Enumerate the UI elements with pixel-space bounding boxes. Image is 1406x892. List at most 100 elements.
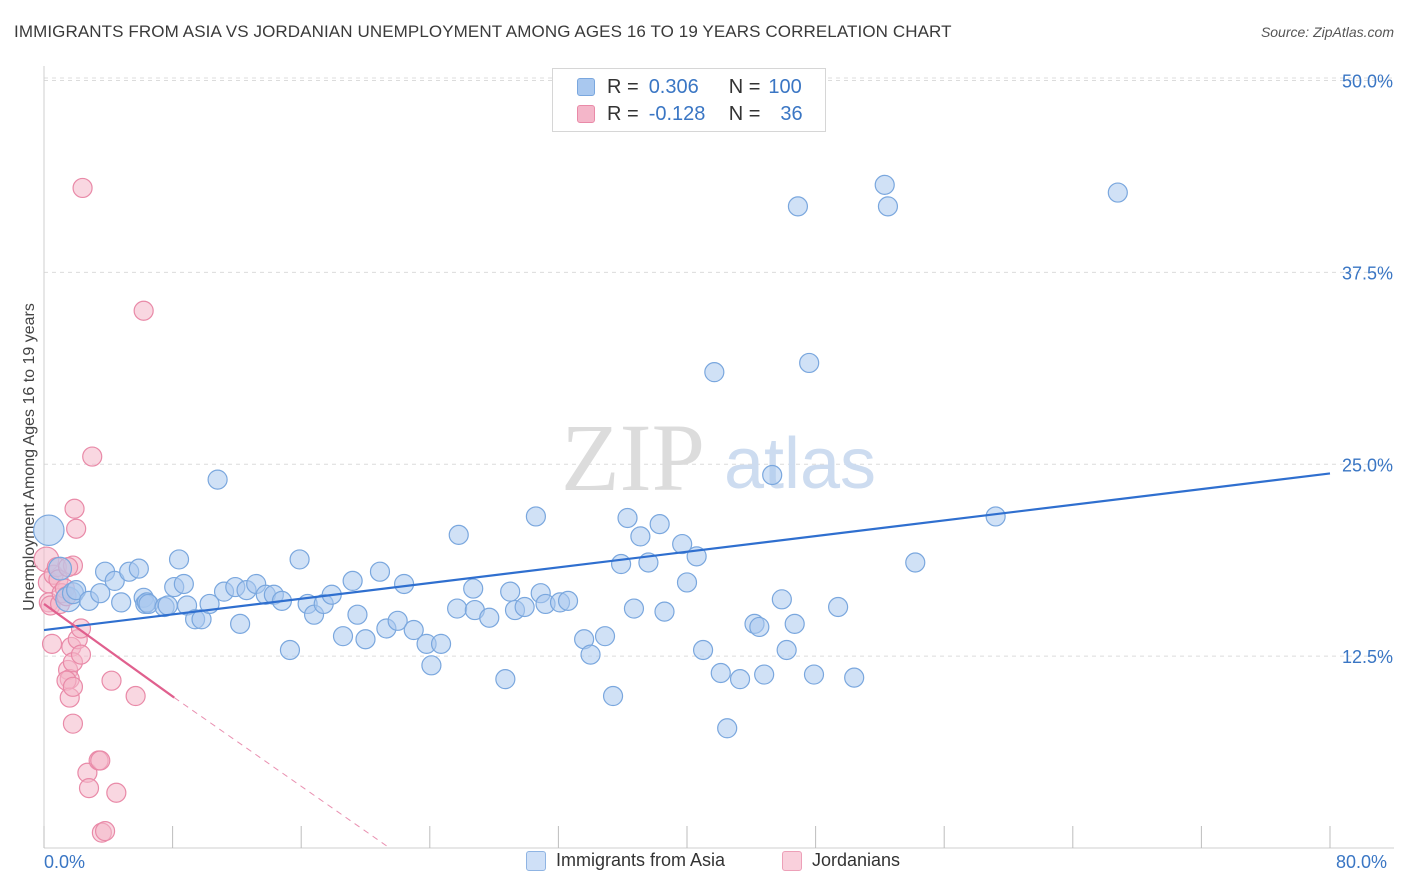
asia-point xyxy=(1107,182,1128,203)
y-tick-label: 12.5% xyxy=(1342,647,1393,667)
series-legend: Immigrants from Asia Jordanians xyxy=(0,850,1406,878)
n-value: 100 xyxy=(768,75,802,98)
asia-point xyxy=(111,592,132,613)
asia-point xyxy=(877,196,899,217)
asia-legend-swatch xyxy=(526,850,546,871)
asia-point xyxy=(387,610,408,631)
source-credit: Source: ZipAtlas.com xyxy=(1260,24,1394,40)
jordanians-point xyxy=(62,713,84,734)
asia-point xyxy=(90,583,111,604)
asia-points xyxy=(33,174,1128,739)
y-tick-label: 25.0% xyxy=(1342,455,1393,475)
jordan-trend-line xyxy=(43,603,175,699)
jordanians-point xyxy=(125,685,146,707)
asia-point xyxy=(710,662,731,684)
jordanians-point xyxy=(41,633,63,654)
jordanians-point xyxy=(66,518,87,539)
n-label: N = xyxy=(728,75,761,98)
asia-point xyxy=(168,549,190,570)
asia-point xyxy=(672,533,693,555)
n-label: N = xyxy=(728,102,761,125)
asia-point xyxy=(799,352,820,374)
asia-point xyxy=(729,669,751,690)
asia-point xyxy=(230,613,251,634)
asia-point xyxy=(776,639,797,661)
asia-point xyxy=(279,639,301,661)
jordan-legend-swatch xyxy=(782,850,802,871)
jordanians-point xyxy=(106,782,127,803)
asia-point xyxy=(514,596,535,618)
asia-point xyxy=(654,601,675,622)
n-value: 36 xyxy=(780,102,803,125)
asia-point xyxy=(33,514,65,547)
asia-point xyxy=(784,613,805,634)
legend-item-jordan[interactable]: Jordanians xyxy=(782,850,900,871)
asia-point xyxy=(104,570,125,592)
asia-point xyxy=(403,619,424,641)
watermark-zip: ZIP xyxy=(561,404,705,511)
jordanians-point xyxy=(101,670,122,691)
stats-row-jordan: R = -0.128 N = 36 xyxy=(577,102,803,126)
chart-title: IMMIGRANTS FROM ASIA VS JORDANIAN UNEMPL… xyxy=(14,22,952,41)
asia-swatch xyxy=(577,78,595,96)
asia-point xyxy=(905,552,926,573)
asia-point xyxy=(347,604,368,625)
asia-point xyxy=(355,629,376,650)
asia-point xyxy=(754,664,775,685)
jordanians-point xyxy=(94,821,116,842)
asia-point xyxy=(803,664,825,685)
asia-point xyxy=(649,514,670,535)
asia-point xyxy=(448,524,469,545)
asia-point xyxy=(692,639,714,661)
asia-point xyxy=(828,596,849,618)
legend-label-jordan: Jordanians xyxy=(812,850,901,870)
y-tick-labels: 12.5% 25.0% 37.5% 50.0% xyxy=(1342,72,1393,668)
jordanians-point xyxy=(78,778,100,799)
asia-point xyxy=(623,598,645,619)
jordan-trend-extension xyxy=(173,697,390,849)
watermark: ZIP atlas xyxy=(561,404,876,511)
asia-point xyxy=(430,633,452,654)
asia-point xyxy=(594,626,616,647)
asia-point xyxy=(447,598,468,619)
asia-point xyxy=(207,469,228,490)
asia-point xyxy=(787,196,809,217)
asia-point xyxy=(393,573,415,595)
jordanians-point xyxy=(62,676,84,697)
asia-point xyxy=(48,556,73,581)
jordanians-point xyxy=(64,498,85,519)
asia-point xyxy=(762,464,783,486)
asia-point xyxy=(332,626,354,647)
asia-point xyxy=(630,526,651,547)
r-value: 0.306 xyxy=(648,75,699,98)
trend-lines xyxy=(43,472,1331,849)
asia-point xyxy=(495,669,516,690)
asia-point xyxy=(500,581,521,602)
jordanians-point xyxy=(133,300,154,321)
asia-point xyxy=(749,616,770,638)
stats-legend: R = 0.306 N = 100 R = -0.128 N = 36 xyxy=(552,68,826,132)
asia-point xyxy=(602,685,624,707)
asia-point xyxy=(525,506,546,527)
y-tick-label: 37.5% xyxy=(1342,263,1393,283)
jordanians-point xyxy=(72,177,93,199)
jordanians-point xyxy=(90,750,111,771)
y-tick-label: 50.0% xyxy=(1342,72,1393,92)
asia-point xyxy=(479,607,500,628)
x-min-label: 0.0% xyxy=(44,852,86,872)
r-label: R = xyxy=(607,102,639,125)
asia-point xyxy=(704,362,725,383)
legend-item-asia[interactable]: Immigrants from Asia xyxy=(526,850,725,871)
asia-point xyxy=(557,590,579,611)
asia-point xyxy=(289,549,310,570)
asia-point xyxy=(342,570,363,592)
r-value: -0.128 xyxy=(648,102,706,125)
watermark-atlas: atlas xyxy=(724,424,876,504)
stats-row-asia: R = 0.306 N = 100 xyxy=(577,75,802,99)
x-max-label: 80.0% xyxy=(1336,852,1388,872)
legend-label-asia: Immigrants from Asia xyxy=(556,850,726,870)
axes xyxy=(43,66,1394,849)
asia-point xyxy=(369,561,391,582)
asia-point xyxy=(874,174,895,195)
